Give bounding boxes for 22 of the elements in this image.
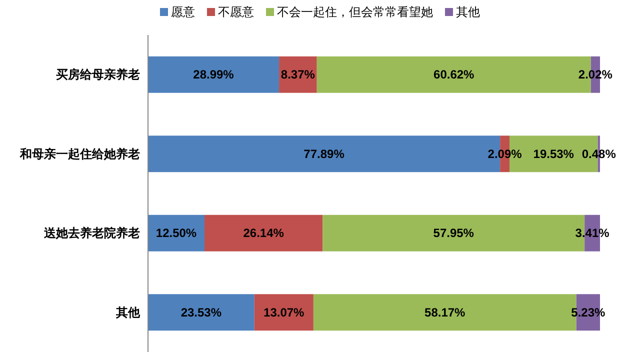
data-label: 12.50% (156, 226, 197, 240)
data-label: 23.53% (180, 305, 222, 320)
data-label: 60.62% (434, 68, 475, 82)
data-label: 13.07% (264, 305, 305, 320)
y-tick-label: 和母亲一起住给她养老 (19, 146, 140, 161)
data-label: 57.95% (433, 226, 474, 240)
data-label: 58.17% (424, 305, 466, 320)
data-label: 3.41% (575, 226, 610, 240)
data-label: 77.89% (304, 146, 345, 161)
data-label: 26.14% (243, 226, 284, 240)
data-label: 2.02% (578, 68, 613, 82)
y-tick-label: 其他 (115, 305, 141, 320)
data-label: 8.37% (280, 68, 316, 82)
data-label: 19.53% (533, 146, 574, 161)
legend-label: 不会一起住，但会常常看望她 (277, 5, 433, 19)
legend-label: 不愿意 (218, 5, 254, 19)
legend-label: 愿意 (171, 5, 195, 19)
data-label: 0.48% (582, 146, 616, 161)
y-tick-label: 送她去养老院养老 (43, 226, 140, 240)
data-label: 28.99% (193, 68, 234, 82)
legend-label: 其他 (456, 5, 480, 19)
y-tick-label: 买房给母亲养老 (56, 68, 140, 82)
